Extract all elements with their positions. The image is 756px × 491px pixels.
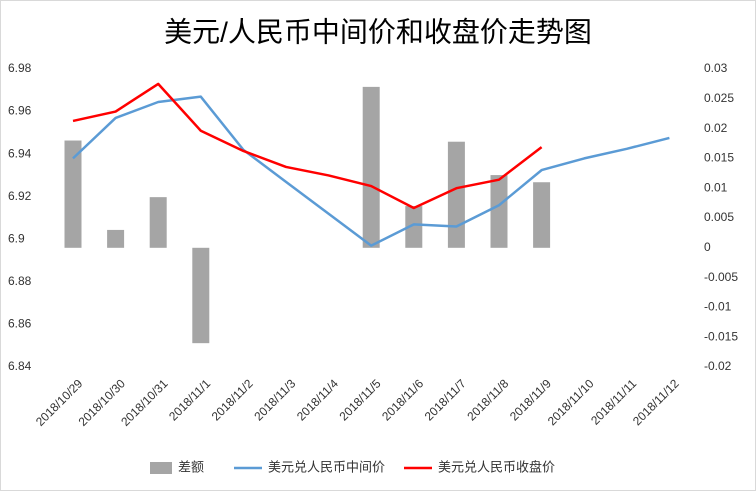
y2-tick-label: -0.005 <box>704 270 738 284</box>
bar <box>64 140 82 248</box>
y-tick-label: 6.96 <box>8 104 32 118</box>
legend-label: 美元兑人民币收盘价 <box>438 459 555 474</box>
y-tick-label: 6.84 <box>8 359 32 373</box>
y-tick-label: 6.98 <box>8 61 32 75</box>
y2-tick-label: -0.02 <box>704 359 732 373</box>
y-tick-label: 6.88 <box>8 274 32 288</box>
y-tick-label: 6.92 <box>8 189 32 203</box>
y-tick-label: 6.9 <box>8 231 25 245</box>
chart-title: 美元/人民币中间价和收盘价走势图 <box>164 16 592 47</box>
y2-tick-label: 0.025 <box>704 91 734 105</box>
y2-tick-label: 0.005 <box>704 210 734 224</box>
bar <box>362 86 380 248</box>
bar <box>405 206 423 248</box>
bar <box>533 182 551 248</box>
y2-tick-label: 0.015 <box>704 151 734 165</box>
bar <box>107 229 125 248</box>
y2-tick-label: -0.01 <box>704 300 732 314</box>
y2-tick-label: -0.015 <box>704 329 738 343</box>
bar <box>490 175 508 248</box>
legend-swatch <box>150 462 172 474</box>
y2-tick-label: 0.03 <box>704 61 728 75</box>
y-tick-label: 6.94 <box>8 146 32 160</box>
legend-label: 美元兑人民币中间价 <box>268 459 385 474</box>
bar <box>149 197 167 248</box>
y2-tick-label: 0.02 <box>704 121 728 135</box>
line <box>72 82 543 210</box>
y2-tick-label: 0.01 <box>704 180 728 194</box>
bar <box>447 141 465 248</box>
y2-tick-label: 0 <box>704 240 711 254</box>
y-tick-label: 6.86 <box>8 317 32 331</box>
legend-label: 差额 <box>178 459 204 474</box>
bar <box>192 247 210 344</box>
